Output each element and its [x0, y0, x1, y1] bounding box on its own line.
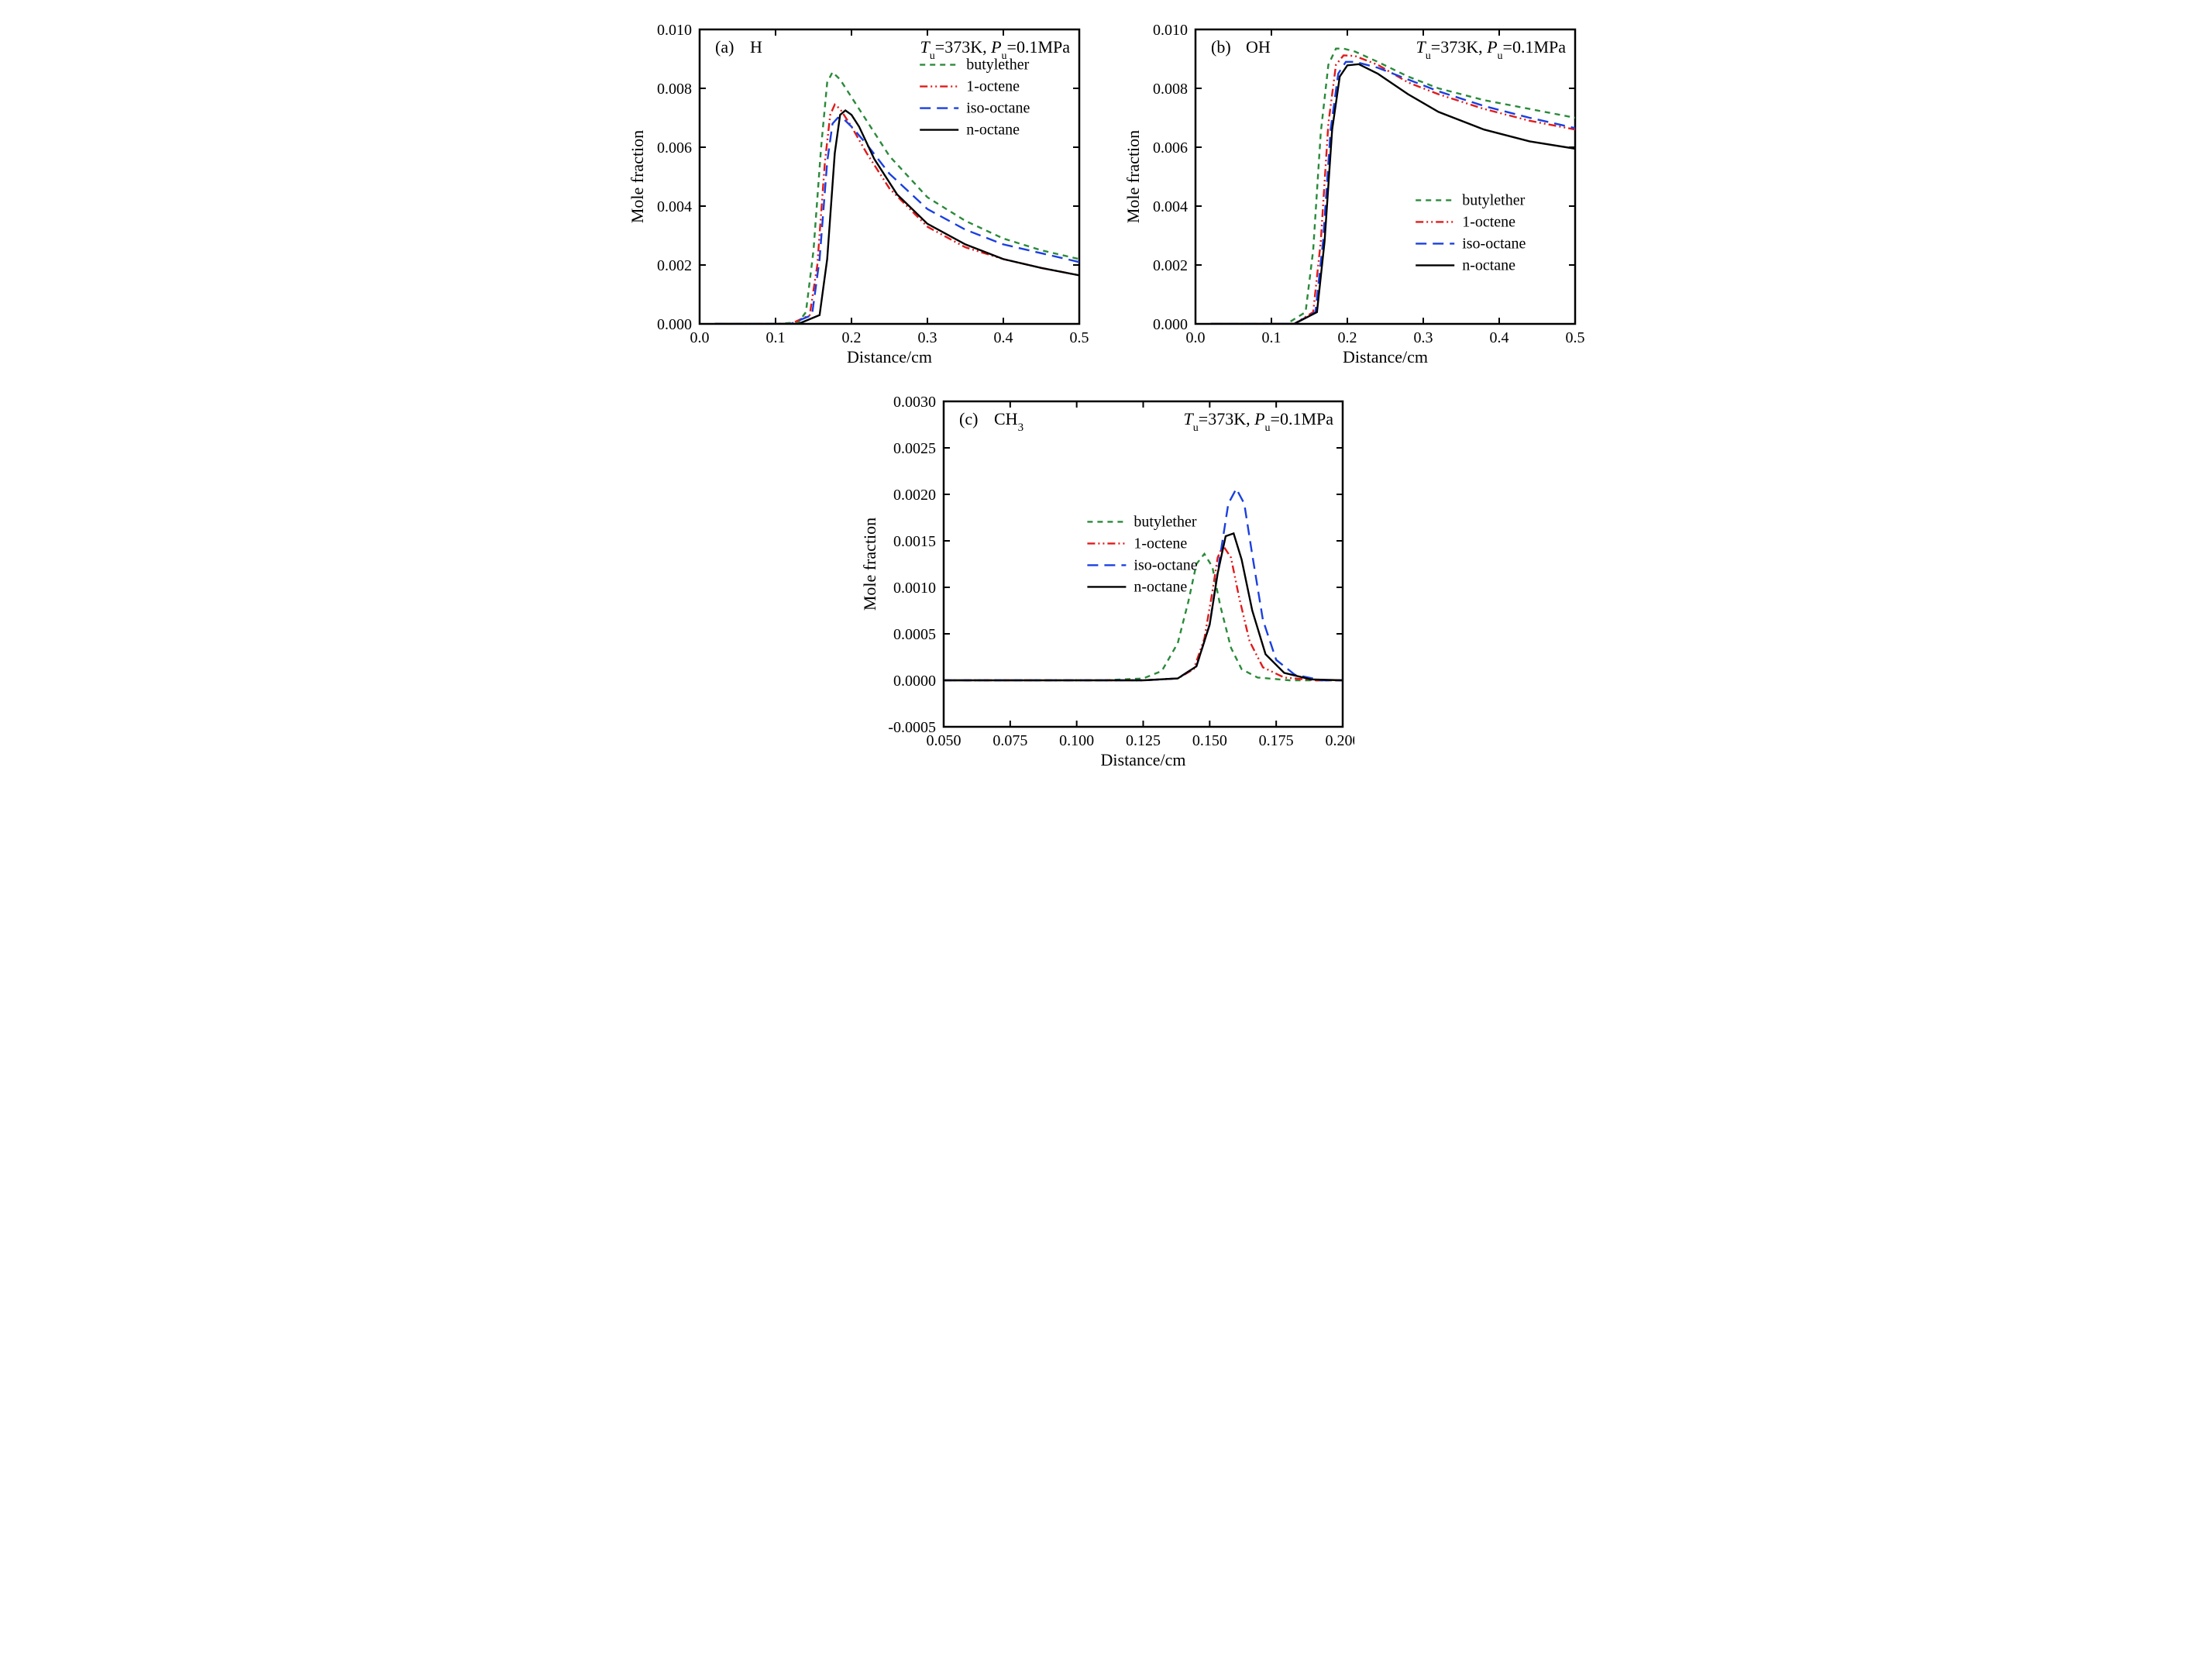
y-axis-label: Mole fraction: [1123, 130, 1143, 223]
top-row: 0.0 0.1 0.2 0.3 0.4 0.5 0.000 0.002 0.004 0.006 0.…: [618, 15, 1594, 372]
panel-tag: (b): [1211, 37, 1231, 57]
legend-label: 1-octene: [1462, 213, 1515, 230]
legend-label: n-octane: [966, 122, 1020, 139]
y-axis-label: Mole fraction: [860, 518, 879, 611]
ytick-label: 0.010: [1153, 22, 1188, 39]
x-axis-label: Distance/cm: [1343, 347, 1428, 366]
ytick-label: 0.006: [1153, 139, 1188, 157]
ytick-label: 0.004: [1153, 198, 1188, 215]
ytick-label: 0.0020: [893, 487, 936, 504]
xtick-label: 0.0: [690, 329, 709, 346]
xtick-label: 0.5: [1565, 329, 1584, 346]
panel-b: 0.0 0.1 0.2 0.3 0.4 0.5 0.000 0.002 0.004 0.006 0.…: [1122, 15, 1587, 372]
species-label: CH3: [994, 409, 1023, 434]
xtick-label: 0.100: [1059, 732, 1094, 749]
ytick-label: 0.0025: [893, 440, 936, 457]
xtick-label: 0.200: [1325, 732, 1354, 749]
panel-tag: (c): [959, 409, 978, 428]
species-label: H: [750, 37, 762, 57]
ytick-label: 0.002: [1153, 257, 1188, 274]
xtick-label: 0.125: [1126, 732, 1161, 749]
ytick-label: 0.0015: [893, 533, 936, 550]
legend-label: n-octane: [1134, 578, 1187, 595]
panel-c: 0.0500.0750.1000.1250.1500.1750.200-0.00…: [858, 387, 1354, 775]
series-butylether: [1210, 49, 1574, 324]
panel-tag: (a): [715, 37, 734, 57]
conditions-label: Tu=373K, Pu=0.1MPa: [1416, 37, 1566, 62]
ytick-label: 0.010: [657, 22, 692, 39]
x-axis-label: Distance/cm: [1100, 750, 1185, 769]
ytick-label: 0.0000: [893, 673, 936, 690]
ytick-label: 0.000: [657, 316, 692, 333]
xtick-label: 0.5: [1069, 329, 1089, 346]
ytick-label: -0.0005: [888, 719, 936, 736]
series-1-octene: [1210, 55, 1574, 324]
legend-label: n-octane: [1462, 256, 1515, 274]
legend-label: iso-octane: [1134, 556, 1197, 573]
xtick-label: 0.0: [1185, 329, 1205, 346]
xtick-label: 0.4: [993, 329, 1013, 346]
bottom-row: 0.0500.0750.1000.1250.1500.1750.200-0.00…: [618, 387, 1594, 775]
ytick-label: 0.0005: [893, 626, 936, 643]
xtick-label: 0.3: [1413, 329, 1433, 346]
xtick-label: 0.150: [1192, 732, 1226, 749]
xtick-label: 0.3: [917, 329, 937, 346]
legend-label: butylether: [1134, 513, 1196, 530]
xtick-label: 0.4: [1489, 329, 1508, 346]
ytick-label: 0.008: [1153, 81, 1188, 98]
ytick-label: 0.006: [657, 139, 692, 157]
legend-label: butylether: [966, 57, 1029, 74]
x-axis-label: Distance/cm: [847, 347, 932, 366]
xtick-label: 0.2: [1337, 329, 1357, 346]
legend-label: iso-octane: [966, 100, 1030, 117]
legend-label: 1-octene: [966, 78, 1020, 95]
series-iso-octane: [714, 118, 1078, 324]
y-axis-label: Mole fraction: [628, 130, 647, 223]
ytick-label: 0.002: [657, 257, 692, 274]
ytick-label: 0.004: [657, 198, 692, 215]
series-n-octane: [714, 111, 1078, 325]
ytick-label: 0.0010: [893, 580, 936, 597]
series-1-octene: [714, 105, 1078, 324]
ytick-label: 0.008: [657, 81, 692, 98]
legend-label: iso-octane: [1462, 235, 1526, 252]
conditions-label: Tu=373K, Pu=0.1MPa: [1183, 409, 1333, 434]
xtick-label: 0.1: [765, 329, 785, 346]
legend-label: butylether: [1462, 191, 1525, 208]
xtick-label: 0.175: [1258, 732, 1293, 749]
series-n-octane: [944, 533, 1343, 680]
xtick-label: 0.075: [992, 732, 1027, 749]
xtick-label: 0.2: [841, 329, 861, 346]
ytick-label: 0.0030: [893, 394, 936, 411]
figure-container: 0.0 0.1 0.2 0.3 0.4 0.5 0.000 0.002 0.004 0.006 0.…: [618, 15, 1594, 775]
ytick-label: 0.000: [1153, 316, 1188, 333]
xtick-label: 0.1: [1261, 329, 1281, 346]
legend-label: 1-octene: [1134, 535, 1187, 552]
species-label: OH: [1246, 37, 1271, 57]
panel-a: 0.0 0.1 0.2 0.3 0.4 0.5 0.000 0.002 0.004 0.006 0.…: [626, 15, 1091, 372]
